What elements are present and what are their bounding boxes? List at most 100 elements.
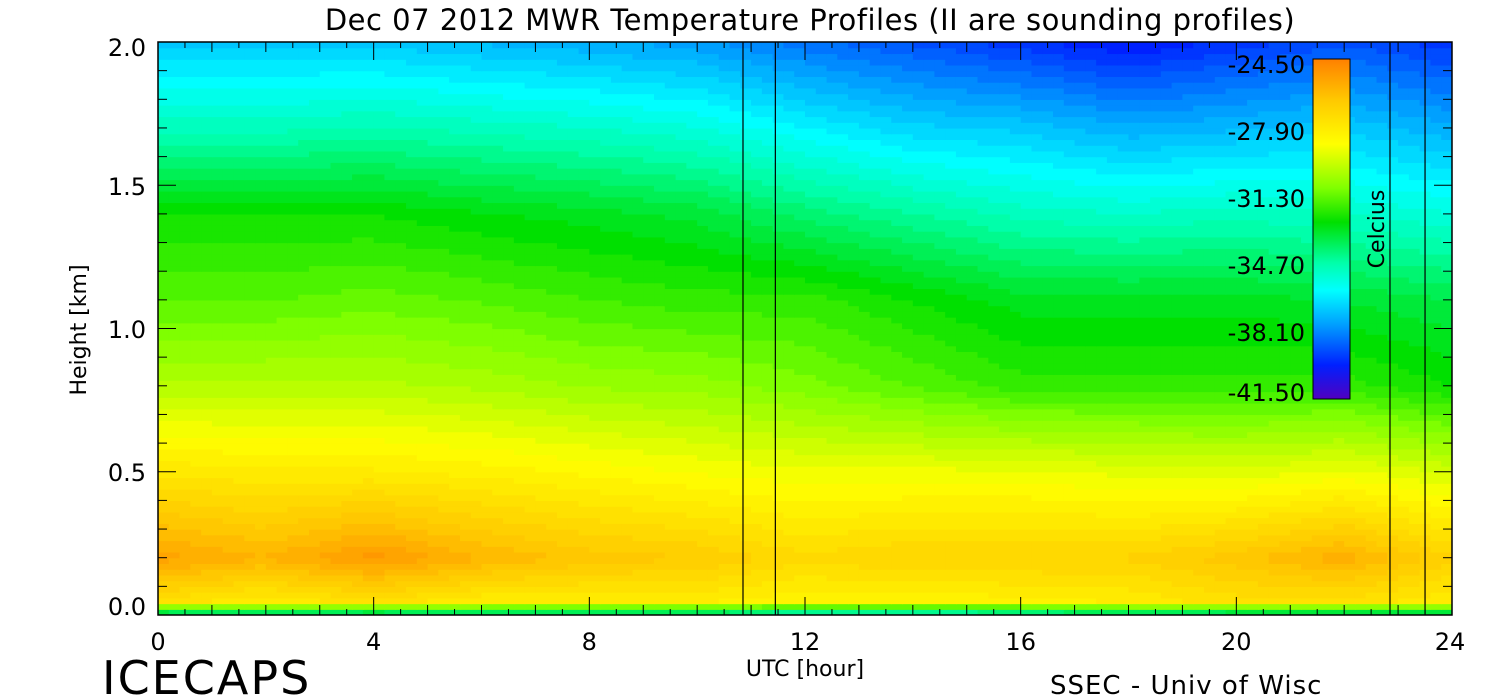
- heatmap-cell: [805, 511, 817, 519]
- heatmap-cell: [675, 494, 687, 501]
- heatmap-cell: [298, 580, 310, 587]
- heatmap-cell: [513, 477, 526, 484]
- heatmap-cell: [168, 580, 181, 587]
- heatmap-cell: [201, 437, 213, 444]
- heatmap-cell: [815, 391, 828, 398]
- heatmap-cell: [794, 397, 806, 404]
- heatmap-cell: [535, 483, 547, 490]
- heatmap-cell: [1074, 466, 1086, 473]
- heatmap-cell: [341, 471, 353, 479]
- heatmap-cell: [384, 563, 396, 570]
- heatmap-cell: [869, 425, 882, 433]
- heatmap-cell: [1203, 523, 1216, 530]
- heatmap-cell: [449, 477, 461, 484]
- heatmap-cell: [1387, 408, 1399, 416]
- heatmap-cell: [697, 420, 709, 427]
- heatmap-cell: [330, 569, 342, 576]
- heatmap-cell: [794, 529, 806, 536]
- heatmap-cell: [1074, 385, 1086, 393]
- heatmap-cell: [1430, 471, 1442, 479]
- heatmap-cell: [556, 540, 569, 547]
- heatmap-cell: [416, 408, 429, 416]
- heatmap-cell: [783, 557, 795, 565]
- heatmap-cell: [697, 557, 709, 565]
- heatmap-cell: [556, 597, 569, 605]
- heatmap-cell: [1096, 506, 1108, 513]
- heatmap-cell: [621, 391, 634, 398]
- heatmap-cell: [621, 408, 634, 416]
- heatmap-cell: [341, 454, 353, 461]
- heatmap-cell: [1301, 414, 1313, 421]
- heatmap-cell: [772, 391, 785, 398]
- heatmap-cell: [794, 603, 806, 610]
- heatmap-cell: [1063, 580, 1076, 587]
- heatmap-cell: [1279, 609, 1291, 615]
- heatmap-cell: [1074, 569, 1086, 576]
- heatmap-cell: [211, 597, 224, 605]
- heatmap-cell: [492, 574, 504, 582]
- heatmap-cell: [675, 523, 687, 530]
- heatmap-cell: [1214, 574, 1227, 582]
- heatmap-cell: [308, 397, 321, 404]
- heatmap-cell: [654, 466, 666, 473]
- heatmap-cell: [761, 574, 774, 582]
- heatmap-cell: [858, 477, 871, 484]
- heatmap-cell: [621, 529, 634, 536]
- heatmap-cell: [298, 551, 310, 559]
- heatmap-cell: [1106, 546, 1119, 553]
- heatmap-cell: [265, 517, 278, 524]
- heatmap-cell: [610, 374, 623, 381]
- heatmap-cell: [848, 534, 860, 542]
- heatmap-cell: [179, 569, 191, 576]
- heatmap-cell: [1257, 443, 1270, 450]
- heatmap-cell: [1171, 506, 1184, 513]
- heatmap-cell: [1387, 483, 1399, 490]
- heatmap-cell: [610, 397, 623, 404]
- heatmap-cell: [880, 385, 892, 393]
- heatmap-cell: [265, 540, 278, 547]
- heatmap-cell: [330, 414, 342, 421]
- heatmap-cell: [1106, 460, 1119, 467]
- heatmap-cell: [578, 414, 590, 421]
- heatmap-cell: [395, 397, 407, 404]
- heatmap-cell: [416, 477, 429, 484]
- heatmap-cell: [837, 414, 849, 421]
- heatmap-cell: [1333, 592, 1345, 599]
- heatmap-cell: [168, 374, 181, 381]
- heatmap-cell: [815, 523, 828, 530]
- heatmap-cell: [902, 437, 914, 444]
- heatmap-cell: [492, 563, 504, 570]
- heatmap-cell: [470, 511, 483, 519]
- heatmap-cell: [319, 402, 332, 410]
- heatmap-cell: [1354, 529, 1367, 536]
- heatmap-cell: [1333, 574, 1345, 582]
- heatmap-cell: [1365, 408, 1378, 416]
- heatmap-cell: [826, 603, 838, 610]
- heatmap-cell: [869, 454, 882, 461]
- heatmap-cell: [1322, 580, 1334, 587]
- heatmap-cell: [1376, 506, 1388, 513]
- heatmap-cell: [513, 483, 526, 490]
- heatmap-cell: [1150, 380, 1162, 387]
- heatmap-cell: [1225, 580, 1237, 587]
- heatmap-cell: [503, 597, 515, 605]
- heatmap-cell: [902, 402, 914, 410]
- heatmap-cell: [858, 511, 871, 519]
- heatmap-cell: [1430, 603, 1442, 610]
- heatmap-cell: [308, 414, 321, 421]
- heatmap-cell: [654, 437, 666, 444]
- heatmap-cell: [1160, 431, 1173, 438]
- heatmap-cell: [1257, 569, 1270, 576]
- heatmap-cell: [1311, 563, 1324, 570]
- heatmap-cell: [664, 557, 677, 565]
- heatmap-cell: [481, 402, 493, 410]
- heatmap-cell: [761, 431, 774, 438]
- heatmap-cell: [1020, 460, 1033, 467]
- heatmap-cell: [244, 534, 256, 542]
- heatmap-cell: [1311, 500, 1324, 507]
- heatmap-cell: [1268, 380, 1281, 387]
- heatmap-cell: [664, 391, 677, 398]
- heatmap-cell: [535, 397, 547, 404]
- heatmap-cell: [848, 483, 860, 490]
- heatmap-cell: [503, 569, 515, 576]
